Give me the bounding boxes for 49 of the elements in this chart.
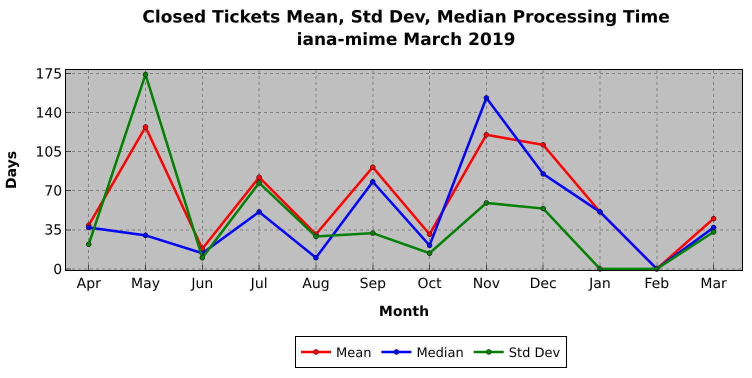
x-axis-title: Month (378, 304, 430, 320)
y-tick-label: 35 (44, 222, 62, 239)
point (370, 230, 376, 236)
point (540, 206, 546, 212)
y-tick-label: 175 (35, 66, 62, 82)
x-tick-label: May (131, 276, 160, 292)
x-tick-label: Mar (700, 276, 728, 292)
x-tick-label: Apr (76, 276, 102, 292)
point (540, 171, 546, 177)
point (484, 200, 490, 206)
point (313, 234, 319, 240)
y-tick-label: 0 (53, 262, 62, 278)
point (200, 254, 206, 260)
point (426, 242, 432, 248)
x-tick-label: Feb (644, 276, 670, 292)
x-tick-label: Nov (472, 276, 500, 292)
point (484, 132, 490, 138)
point (484, 95, 490, 101)
y-tick-label: 70 (44, 184, 62, 200)
legend-label: Std Dev (508, 346, 560, 362)
legend-label: Median (416, 346, 464, 362)
chart-title: Closed Tickets Mean, Std Dev, Median Processing Time iana-mime March 2019 (142, 8, 670, 50)
point (256, 174, 262, 180)
point (142, 72, 148, 78)
legend-label: Mean (336, 346, 372, 362)
y-tick-label: 140 (35, 105, 62, 122)
x-tick-label: Oct (417, 276, 442, 292)
x-tick-label: Jun (190, 276, 214, 292)
point (256, 209, 262, 215)
x-tick-label: Jan (588, 276, 611, 292)
point (86, 242, 92, 248)
point (426, 232, 432, 237)
point (540, 142, 546, 148)
point (710, 216, 716, 222)
point (370, 164, 376, 170)
y-tick-label: 105 (35, 144, 62, 160)
point (710, 229, 716, 235)
x-tick-label: Sep (360, 276, 386, 292)
point (313, 254, 319, 260)
point (142, 232, 148, 238)
x-tick-label: Dec (530, 276, 557, 292)
point (142, 124, 148, 130)
x-tick-label: Aug (302, 276, 330, 292)
point (426, 250, 432, 256)
point (710, 224, 716, 230)
point (370, 178, 376, 184)
y-axis-title: Days (4, 150, 20, 190)
point (256, 180, 262, 186)
x-tick-label: Jul (250, 276, 268, 292)
